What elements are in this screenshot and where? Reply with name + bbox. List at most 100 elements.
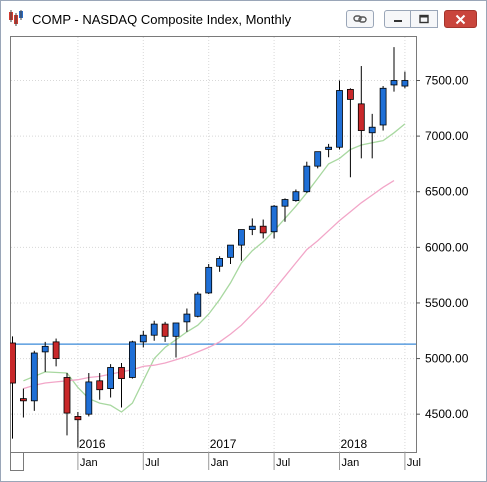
candle — [139, 330, 147, 348]
candle — [303, 161, 311, 193]
candle — [368, 113, 376, 159]
candle — [74, 411, 82, 448]
candle-body — [63, 377, 71, 414]
x-axis-month-label: Jul — [145, 457, 159, 469]
maximize-icon — [419, 14, 429, 24]
link-icon — [353, 15, 367, 23]
candle-body — [346, 88, 354, 100]
candle-body — [401, 80, 409, 87]
candle-body — [96, 380, 104, 391]
candle-body — [259, 225, 267, 234]
x-axis-month-label: Jul — [407, 457, 421, 469]
candle — [30, 350, 38, 411]
candle — [248, 218, 256, 236]
y-tick-label: 5000.00 — [425, 352, 469, 366]
maximize-button[interactable] — [411, 10, 438, 28]
link-button[interactable] — [346, 10, 374, 28]
candle-body — [161, 323, 169, 337]
candle-body — [205, 266, 213, 294]
x-axis-year-label: 2016 — [79, 437, 106, 451]
title-bar[interactable]: COMP - NASDAQ Composite Index, Monthly — [1, 1, 486, 34]
candle — [85, 373, 93, 417]
window-title: COMP - NASDAQ Composite Index, Monthly — [32, 12, 292, 27]
candle-body — [227, 244, 234, 258]
candle-body — [368, 126, 376, 134]
candle — [96, 373, 104, 400]
candle — [150, 320, 158, 341]
candle-body — [270, 205, 278, 233]
close-icon — [455, 14, 466, 24]
candle-body — [194, 293, 202, 317]
candle — [390, 47, 398, 92]
chart-area[interactable]: 4500.00 5000.00 5500.00 6000.00 6500.00 7000.… — [9, 34, 476, 473]
x-axis-month-label: Jan — [342, 457, 360, 469]
candle-body — [216, 258, 224, 267]
candle — [9, 336, 16, 439]
candle — [357, 66, 365, 159]
corner-box — [10, 452, 24, 471]
candle-body — [325, 146, 333, 150]
candle-body — [314, 151, 322, 167]
candle — [63, 373, 71, 436]
candle — [346, 88, 354, 178]
candle — [129, 340, 136, 379]
candle — [336, 80, 343, 150]
candle — [401, 71, 409, 89]
candle — [194, 291, 202, 318]
candle — [118, 363, 125, 408]
candle — [314, 151, 322, 169]
candle — [107, 364, 114, 398]
candle-body — [150, 323, 158, 336]
y-tick-label: 7000.00 — [425, 129, 469, 143]
candle — [172, 322, 180, 358]
y-tick-label: 5500.00 — [425, 296, 469, 310]
candle-body — [248, 225, 256, 230]
x-axis-month-label: Jan — [211, 457, 229, 469]
candle-body — [183, 313, 191, 323]
candle-body — [357, 103, 365, 131]
candle-body — [172, 322, 180, 337]
candle — [237, 229, 245, 261]
candle — [259, 219, 267, 239]
candle-body — [30, 352, 38, 402]
candle — [183, 308, 191, 332]
plot-area — [10, 36, 417, 453]
candle-body — [74, 416, 82, 421]
moving-average-line-2 — [23, 180, 395, 390]
moving-average-line-1 — [23, 123, 406, 413]
candle-body — [41, 345, 49, 353]
candle-body — [9, 342, 16, 384]
candle-body — [118, 367, 125, 379]
candle — [292, 189, 300, 202]
candlestick-chart[interactable]: 4500.00 5000.00 5500.00 6000.00 6500.00 7000.… — [9, 34, 476, 473]
candle — [205, 264, 213, 295]
candle-body — [336, 90, 343, 148]
x-axis-month-label: Jan — [80, 457, 98, 469]
candle-body — [390, 80, 398, 86]
y-tick-label: 6000.00 — [425, 240, 469, 254]
y-tick-label: 6500.00 — [425, 185, 469, 199]
candle — [227, 244, 234, 265]
candle-body — [292, 191, 300, 202]
close-button[interactable] — [444, 10, 477, 28]
candle — [281, 198, 289, 222]
candle-body — [85, 381, 93, 415]
x-axis-month-label: Jul — [276, 457, 290, 469]
y-tick-label: 4500.00 — [425, 407, 469, 421]
candle — [41, 341, 49, 372]
candle-body — [52, 341, 60, 359]
candle-body — [303, 165, 311, 193]
candle — [216, 256, 224, 272]
candle-body — [107, 367, 114, 389]
candle — [379, 86, 387, 131]
y-tick-label: 7500.00 — [425, 73, 469, 87]
candle-body — [139, 334, 147, 343]
candle-body — [237, 229, 245, 246]
candle-body — [19, 398, 27, 402]
candlestick-app-icon — [8, 10, 24, 26]
minimize-button[interactable] — [384, 10, 411, 28]
candle — [52, 338, 60, 367]
candle-body — [281, 199, 289, 207]
candle-body — [129, 341, 136, 378]
